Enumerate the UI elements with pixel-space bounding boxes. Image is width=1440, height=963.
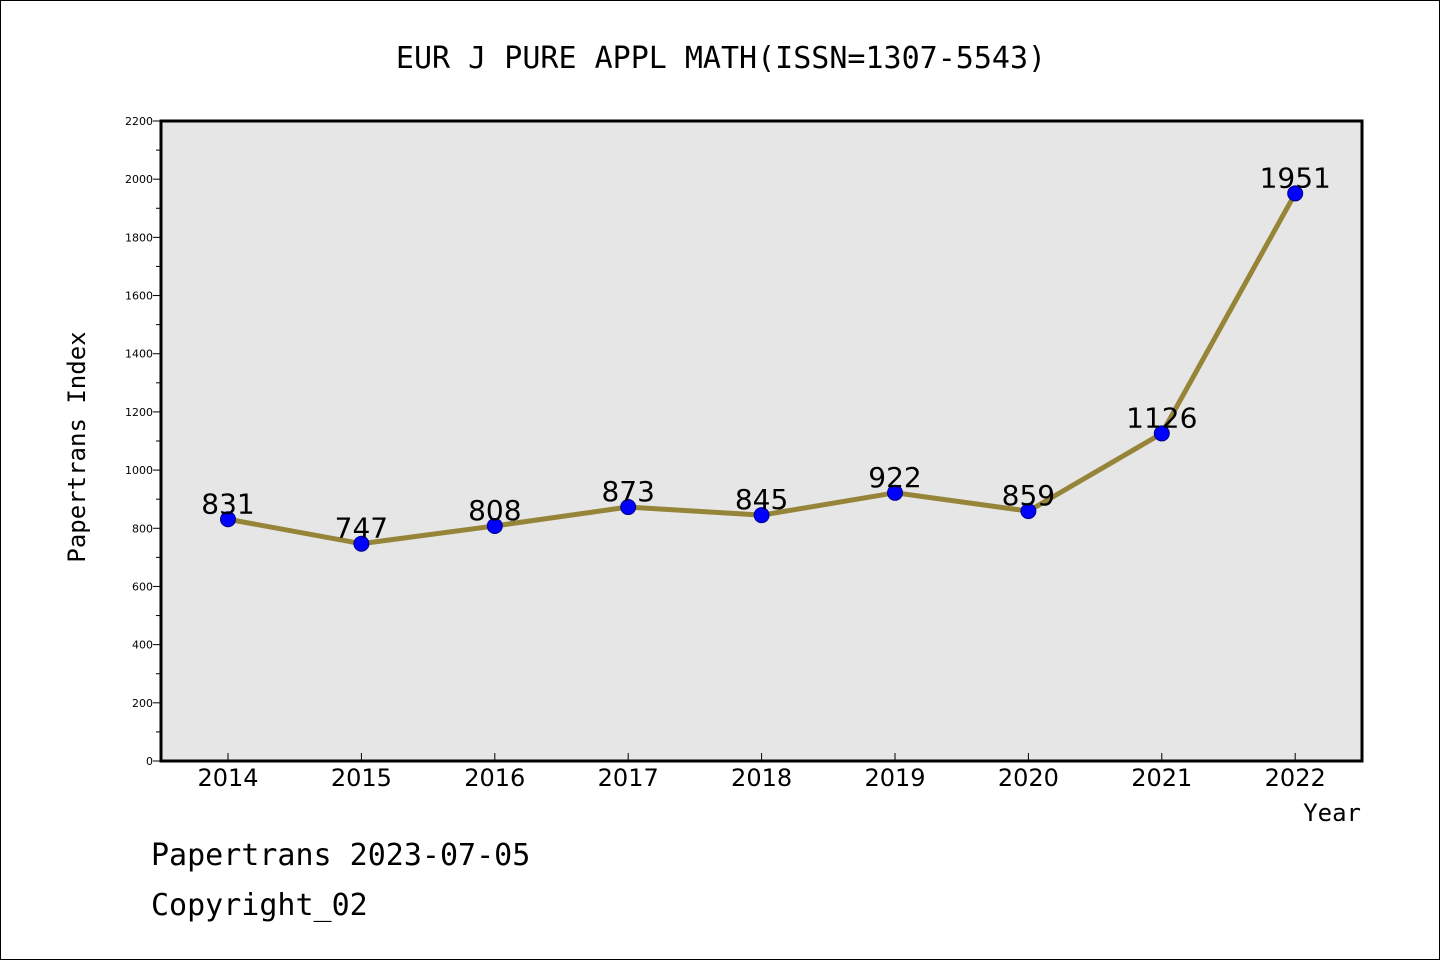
data-label: 873	[601, 475, 654, 508]
data-label: 845	[735, 483, 788, 516]
x-tick-label: 2016	[464, 764, 525, 792]
y-tick-label: 2200	[125, 115, 153, 128]
data-label: 1951	[1260, 161, 1331, 194]
y-tick-label: 2000	[125, 173, 153, 186]
x-axis-label: Year	[1303, 799, 1361, 827]
chart-title: EUR J PURE APPL MATH(ISSN=1307-5543)	[396, 41, 1046, 76]
y-tick-label: 1600	[125, 290, 153, 303]
y-tick-label: 1800	[125, 231, 153, 244]
data-point	[353, 535, 370, 552]
x-tick-label: 2015	[331, 764, 392, 792]
y-tick-label: 1000	[125, 464, 153, 477]
data-points	[220, 185, 1304, 552]
x-tick-label: 2021	[1131, 764, 1192, 792]
y-tick-label: 400	[132, 639, 153, 652]
x-tick-label: 2022	[1265, 764, 1326, 792]
data-label: 747	[335, 512, 388, 545]
data-point	[887, 484, 903, 501]
x-tick-label: 2020	[998, 764, 1059, 792]
data-point	[220, 511, 236, 528]
data-point	[620, 499, 637, 516]
y-tick-label: 0	[146, 755, 153, 768]
data-label: 1126	[1126, 401, 1197, 434]
plot-area	[159, 119, 1364, 763]
data-label: 808	[468, 494, 521, 527]
data-point	[1287, 185, 1304, 202]
data-point	[486, 517, 503, 534]
data-point	[753, 507, 770, 524]
data-labels: 831 747 808 873 845 922 859 1126 1951	[201, 161, 1331, 544]
x-axis: 2014 2015 2016 2017 2018 2019 2020 2021 2022	[197, 753, 1326, 792]
y-tick-label: 600	[132, 580, 153, 593]
y-tick-label: 200	[132, 697, 153, 710]
footer-copyright: Copyright_02	[151, 888, 368, 923]
data-point	[1020, 503, 1037, 520]
y-axis-label: Papertrans Index	[63, 331, 91, 562]
y-axis: 0 200 400 600 800 1000 1200 1400 1600 1800 2000 220…	[125, 115, 161, 768]
data-label: 831	[201, 487, 254, 520]
y-tick-label: 1400	[125, 348, 153, 361]
y-tick-label: 800	[132, 522, 153, 535]
data-point	[1153, 425, 1170, 442]
x-tick-label: 2017	[598, 764, 659, 792]
x-tick-label: 2018	[731, 764, 792, 792]
y-tick-label: 1200	[125, 406, 153, 419]
data-label: 922	[868, 461, 921, 494]
data-label: 859	[1002, 479, 1055, 512]
x-tick-label: 2014	[197, 764, 258, 792]
x-tick-label: 2019	[864, 764, 925, 792]
footer-source: Papertrans 2023-07-05	[151, 838, 530, 873]
